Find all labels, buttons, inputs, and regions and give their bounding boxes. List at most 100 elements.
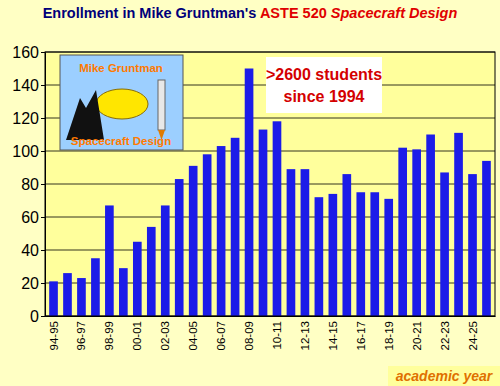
annotation-text: >2600 students bbox=[266, 66, 382, 83]
x-tick: 14-15 bbox=[327, 321, 339, 350]
bar bbox=[426, 135, 435, 317]
y-tick: 0 bbox=[30, 308, 45, 325]
inset-box bbox=[60, 55, 183, 150]
bar bbox=[356, 192, 365, 316]
x-tick-label: 98-99 bbox=[103, 321, 115, 350]
y-tick-mark bbox=[41, 217, 45, 218]
bar bbox=[133, 242, 142, 316]
bar bbox=[203, 154, 212, 316]
bar bbox=[287, 169, 296, 316]
annotation-box bbox=[266, 57, 382, 113]
y-tick-label: 100 bbox=[12, 143, 39, 160]
y-axis-line bbox=[41, 53, 46, 317]
y-tick-mark bbox=[41, 151, 45, 152]
y-tick: 100 bbox=[12, 143, 45, 160]
y-tick: 160 bbox=[12, 44, 45, 61]
inset-logo: Mike Gruntman Spacecraft Design bbox=[60, 55, 183, 150]
y-tick-label: 40 bbox=[21, 242, 39, 259]
grid bbox=[45, 52, 495, 316]
y-tick: 80 bbox=[21, 176, 45, 193]
bar bbox=[105, 205, 114, 316]
inset-pencil bbox=[158, 80, 165, 130]
x-axis: 94-95 96-97 98-99 00-01 02-03 04-05 06-07 08-09… bbox=[46, 317, 496, 351]
x-tick: 16-17 bbox=[355, 321, 367, 350]
x-tick: 04-05 bbox=[187, 321, 199, 350]
chart: 0 20 40 60 80 100 120 140 160 94-95 96-97 98-99 00-0… bbox=[0, 0, 500, 386]
x-tick-label: 96-97 bbox=[75, 321, 87, 350]
x-tick-label: 00-01 bbox=[131, 321, 143, 350]
title-part: ASTE 520 bbox=[256, 5, 326, 21]
y-tick: 40 bbox=[21, 242, 45, 259]
x-tick-label: 10-11 bbox=[271, 321, 283, 350]
background bbox=[0, 0, 500, 386]
bar bbox=[454, 133, 463, 316]
bar bbox=[245, 69, 254, 317]
inset-text: Mike Gruntman bbox=[79, 62, 163, 74]
plot-area bbox=[45, 52, 495, 316]
x-tick: 98-99 bbox=[103, 321, 115, 350]
bar bbox=[91, 258, 100, 316]
x-tick: 12-13 bbox=[299, 321, 311, 350]
x-tick: 94-95 bbox=[48, 321, 60, 350]
x-tick-label: 04-05 bbox=[187, 321, 199, 350]
y-tick: 120 bbox=[12, 110, 45, 127]
y-tick-mark bbox=[41, 250, 45, 251]
x-tick: 22-23 bbox=[439, 321, 451, 350]
bar bbox=[342, 174, 351, 316]
y-tick-label: 80 bbox=[21, 176, 39, 193]
y-tick-mark bbox=[41, 85, 45, 86]
y-tick: 60 bbox=[21, 209, 45, 226]
x-axis-line bbox=[46, 316, 496, 317]
bar bbox=[259, 130, 268, 316]
bar bbox=[63, 273, 72, 316]
y-tick-label: 160 bbox=[12, 44, 39, 61]
y-tick-mark bbox=[41, 184, 45, 185]
x-tick-label: 14-15 bbox=[327, 321, 339, 350]
bar bbox=[412, 149, 421, 316]
y-tick-label: 0 bbox=[30, 308, 39, 325]
bar bbox=[370, 192, 379, 316]
x-tick: 08-09 bbox=[243, 321, 255, 350]
y-tick: 20 bbox=[21, 275, 45, 292]
x-label-group: academic year bbox=[388, 366, 500, 386]
y-tick-label: 140 bbox=[12, 77, 39, 94]
x-tick-label: 12-13 bbox=[299, 321, 311, 350]
x-tick: 24-25 bbox=[467, 321, 479, 350]
x-tick-label: 24-25 bbox=[467, 321, 479, 350]
bar bbox=[175, 179, 184, 316]
x-tick-label: 20-21 bbox=[411, 321, 423, 350]
bar bbox=[301, 169, 310, 316]
title-part: Spacecraft Design bbox=[327, 5, 458, 21]
bar bbox=[482, 161, 491, 316]
x-tick: 18-19 bbox=[383, 321, 395, 350]
y-tick-label: 120 bbox=[12, 110, 39, 127]
inset-sun bbox=[96, 89, 148, 119]
bar bbox=[273, 121, 282, 316]
bar bbox=[189, 166, 198, 316]
x-tick-label: 22-23 bbox=[439, 321, 451, 350]
y-tick-label: 20 bbox=[21, 275, 39, 292]
y-axis: 0 20 40 60 80 100 120 140 160 bbox=[12, 44, 45, 325]
x-tick: 20-21 bbox=[411, 321, 423, 350]
bar bbox=[231, 138, 240, 316]
x-tick: 02-03 bbox=[159, 321, 171, 350]
bar bbox=[440, 172, 449, 316]
y-tick-mark bbox=[41, 316, 45, 317]
bar bbox=[77, 278, 86, 316]
x-tick: 00-01 bbox=[131, 321, 143, 350]
bar bbox=[49, 281, 58, 316]
y-tick-mark bbox=[41, 52, 45, 53]
bar bbox=[329, 194, 338, 316]
x-tick-label: 94-95 bbox=[48, 321, 60, 350]
title-part: Enrollment in Mike Gruntman's bbox=[43, 5, 257, 21]
x-label-box bbox=[388, 366, 500, 386]
y-tick: 140 bbox=[12, 77, 45, 94]
x-tick: 96-97 bbox=[75, 321, 87, 350]
bar bbox=[147, 227, 156, 316]
annotation-text: since 1994 bbox=[284, 88, 365, 105]
inset-text: Spacecraft Design bbox=[71, 135, 171, 147]
bar bbox=[398, 148, 407, 316]
x-axis-title: academic year bbox=[396, 368, 494, 384]
bar bbox=[315, 197, 324, 316]
x-tick-label: 06-07 bbox=[215, 321, 227, 350]
